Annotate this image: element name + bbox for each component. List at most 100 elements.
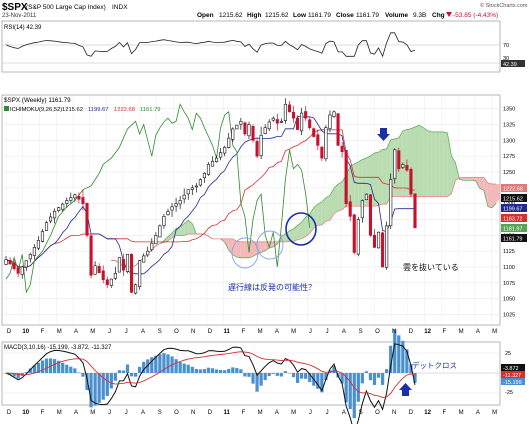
macd-tag-1	[501, 364, 525, 371]
cloud-segment	[402, 129, 407, 197]
candle	[300, 107, 304, 136]
ichimoku-value-4: 1161.79	[140, 107, 161, 113]
macd-hist-bar	[239, 369, 243, 373]
x-axis-label: S	[158, 329, 162, 335]
price-tag-text: 1199.67	[503, 206, 522, 212]
candle	[352, 213, 356, 255]
cloud-segment	[184, 220, 189, 236]
x-axis-label: D	[409, 329, 414, 335]
macd-tag-3	[501, 378, 525, 385]
macd-hist-bar	[158, 354, 162, 373]
cloud-segment	[350, 163, 355, 207]
x-axis-label: J	[108, 410, 111, 416]
macd-hist-bar	[368, 373, 373, 381]
price-tag-text: 1222.68	[503, 186, 523, 192]
copyright: © StockCharts.com	[480, 2, 528, 9]
cloud-segment	[378, 149, 383, 206]
candle-body	[336, 113, 340, 146]
candle-body	[251, 125, 255, 141]
macd-hist-bar	[77, 372, 81, 373]
candle-body	[413, 193, 417, 229]
candle	[389, 173, 393, 230]
cloud-segment	[423, 127, 428, 197]
candle	[223, 145, 227, 157]
macd-hist-bar	[32, 365, 36, 373]
candle	[296, 115, 300, 131]
candle	[57, 206, 61, 213]
x-axis-label: S	[359, 329, 363, 335]
price-ytick: 1025	[503, 313, 515, 319]
x-axis-label: F	[443, 410, 447, 416]
candle-body	[275, 119, 279, 124]
x-axis-label: 11	[224, 329, 231, 335]
macd-hist-bar	[129, 373, 134, 377]
candle	[251, 124, 255, 143]
macd-line	[5, 343, 416, 424]
x-axis-label: O	[375, 329, 380, 335]
candle	[202, 172, 206, 183]
macd-hist-bar	[283, 371, 288, 373]
x-axis-label: S	[359, 410, 363, 416]
candle	[239, 117, 243, 130]
candle	[409, 167, 413, 198]
candle	[186, 189, 190, 200]
candle	[401, 162, 405, 170]
candle	[275, 113, 279, 131]
candle	[138, 260, 142, 290]
macd-histogram	[4, 329, 417, 419]
candle-body	[255, 141, 259, 157]
symbol: $SPX	[2, 2, 28, 13]
macd-hist-bar	[352, 373, 356, 419]
high-value: 1215.62	[265, 12, 289, 19]
price-ytick: 1275	[503, 154, 515, 160]
chg-label: Chg	[432, 12, 445, 19]
candle-body	[312, 128, 316, 137]
macd-hist-bar	[376, 373, 381, 378]
candle	[97, 263, 101, 274]
macd-hist-bar	[28, 368, 32, 373]
macd-hist-bar	[174, 359, 178, 373]
x-axis-label: A	[141, 410, 145, 416]
candle-body	[372, 234, 377, 248]
candle	[263, 124, 267, 135]
cloud-segment	[240, 241, 245, 258]
price-ytick: 1325	[503, 123, 515, 129]
candle	[372, 228, 377, 248]
x-axis-label: 12	[424, 329, 431, 335]
candle-body	[202, 172, 206, 179]
candle	[24, 260, 28, 272]
macd-hist-bar	[85, 373, 89, 391]
macd-hist-bar	[194, 368, 198, 373]
candle-body	[125, 254, 130, 272]
macd-frame	[1, 341, 501, 406]
candle	[61, 202, 65, 212]
price-tag-text: 1215.62	[503, 196, 523, 202]
candle-body	[24, 260, 28, 268]
macd-hist-bar	[57, 360, 61, 373]
candle-body	[36, 240, 40, 249]
macd-hist-bar	[105, 373, 109, 396]
candle	[243, 121, 247, 137]
chikou-circle-2	[256, 230, 284, 260]
candle	[77, 192, 81, 204]
macd-hist-bar	[385, 369, 389, 373]
candle	[336, 112, 340, 147]
candle-body	[219, 152, 223, 158]
x-axis-label: F	[443, 329, 447, 335]
candle-body	[109, 278, 113, 286]
candle	[356, 216, 360, 257]
x-axis-label: M	[57, 410, 62, 416]
x-axis-label: A	[74, 410, 78, 416]
price-tag-text: 1161.79	[503, 236, 522, 242]
candle	[360, 199, 364, 223]
cloud-segment	[447, 132, 452, 197]
candle-body	[73, 194, 77, 199]
candle-body	[182, 194, 186, 200]
candle	[150, 238, 154, 252]
macd-hist-bar	[344, 373, 348, 403]
candle-body	[360, 200, 364, 219]
candle	[134, 283, 138, 295]
price-right-tags: 1222.68 1215.62 1199.67 1183.72 1181.97 1161.…	[501, 184, 527, 242]
macd-hist-bar	[186, 364, 190, 373]
macd-hist-bar	[44, 358, 49, 373]
